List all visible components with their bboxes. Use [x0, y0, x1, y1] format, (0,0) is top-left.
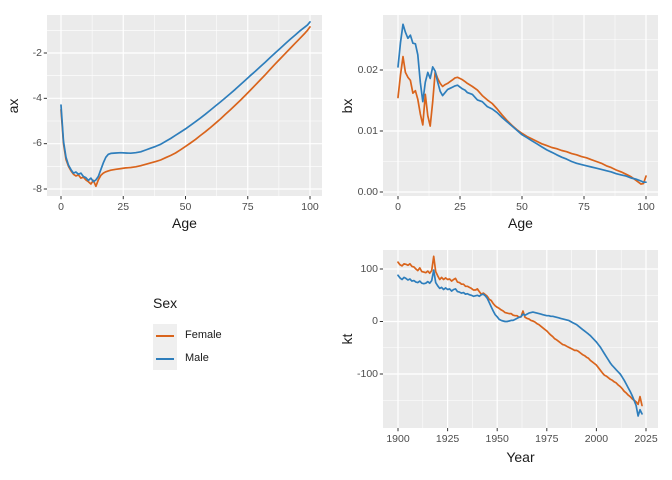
x-tick-label-bx: 75 [578, 200, 590, 213]
x-tick-label-kt: 1975 [535, 432, 559, 445]
x-tick-label-kt: 2000 [584, 432, 609, 445]
y-tick-label-kt: 100 [360, 262, 378, 275]
x-tick-label-ax: 75 [241, 200, 254, 213]
legend-key-male [153, 347, 177, 370]
axis-title-bx: bx [339, 98, 355, 113]
line-female-ax [60, 26, 311, 188]
line-male-bx [397, 23, 647, 184]
y-tick-label-ax: -6 [32, 137, 42, 150]
y-tick-label-kt: -100 [356, 367, 378, 380]
legend-key-female [153, 324, 177, 347]
x-tick-label-kt: 2025 [634, 432, 658, 445]
male-line-swatch [156, 357, 174, 360]
panel-background-kt [383, 250, 658, 428]
axis-title-age-right: Age [508, 215, 533, 231]
y-tick-label-bx: 0.00 [357, 185, 378, 198]
legend-label-male: Male [185, 352, 209, 364]
line-male-kt [397, 269, 643, 417]
legend-label-female: Female [185, 329, 222, 341]
line-male-ax [60, 21, 311, 183]
x-tick-label-bx: 25 [454, 200, 466, 213]
female-line-swatch [156, 334, 174, 337]
axis-title-year: Year [506, 449, 535, 465]
x-tick-label-ax: 0 [58, 200, 64, 213]
x-tick-label-bx: 50 [516, 200, 528, 213]
x-tick-label-bx: 0 [395, 200, 401, 213]
legend-sex: Sex Female Male [153, 295, 222, 370]
legend-title: Sex [153, 295, 178, 311]
axis-title-ax: ax [5, 98, 21, 113]
x-tick-label-ax: 100 [301, 200, 319, 213]
axis-title-age-left: Age [172, 215, 197, 231]
x-tick-label-kt: 1925 [435, 432, 460, 445]
x-tick-label-ax: 25 [117, 200, 130, 213]
panel-background-ax [47, 15, 322, 196]
x-tick-label-bx: 100 [637, 200, 655, 213]
line-female-bx [397, 55, 647, 185]
y-tick-label-bx: 0.01 [357, 124, 378, 137]
x-tick-label-kt: 1900 [386, 432, 410, 445]
y-tick-label-ax: -8 [32, 182, 42, 195]
x-tick-label-ax: 50 [179, 200, 192, 213]
x-tick-label-kt: 1950 [485, 432, 509, 445]
y-tick-label-bx: 0.02 [357, 63, 378, 76]
y-tick-label-kt: 0 [372, 315, 378, 327]
y-tick-label-ax: -4 [32, 91, 42, 104]
y-tick-label-ax: -2 [32, 46, 42, 59]
axis-title-kt: kt [339, 333, 355, 345]
